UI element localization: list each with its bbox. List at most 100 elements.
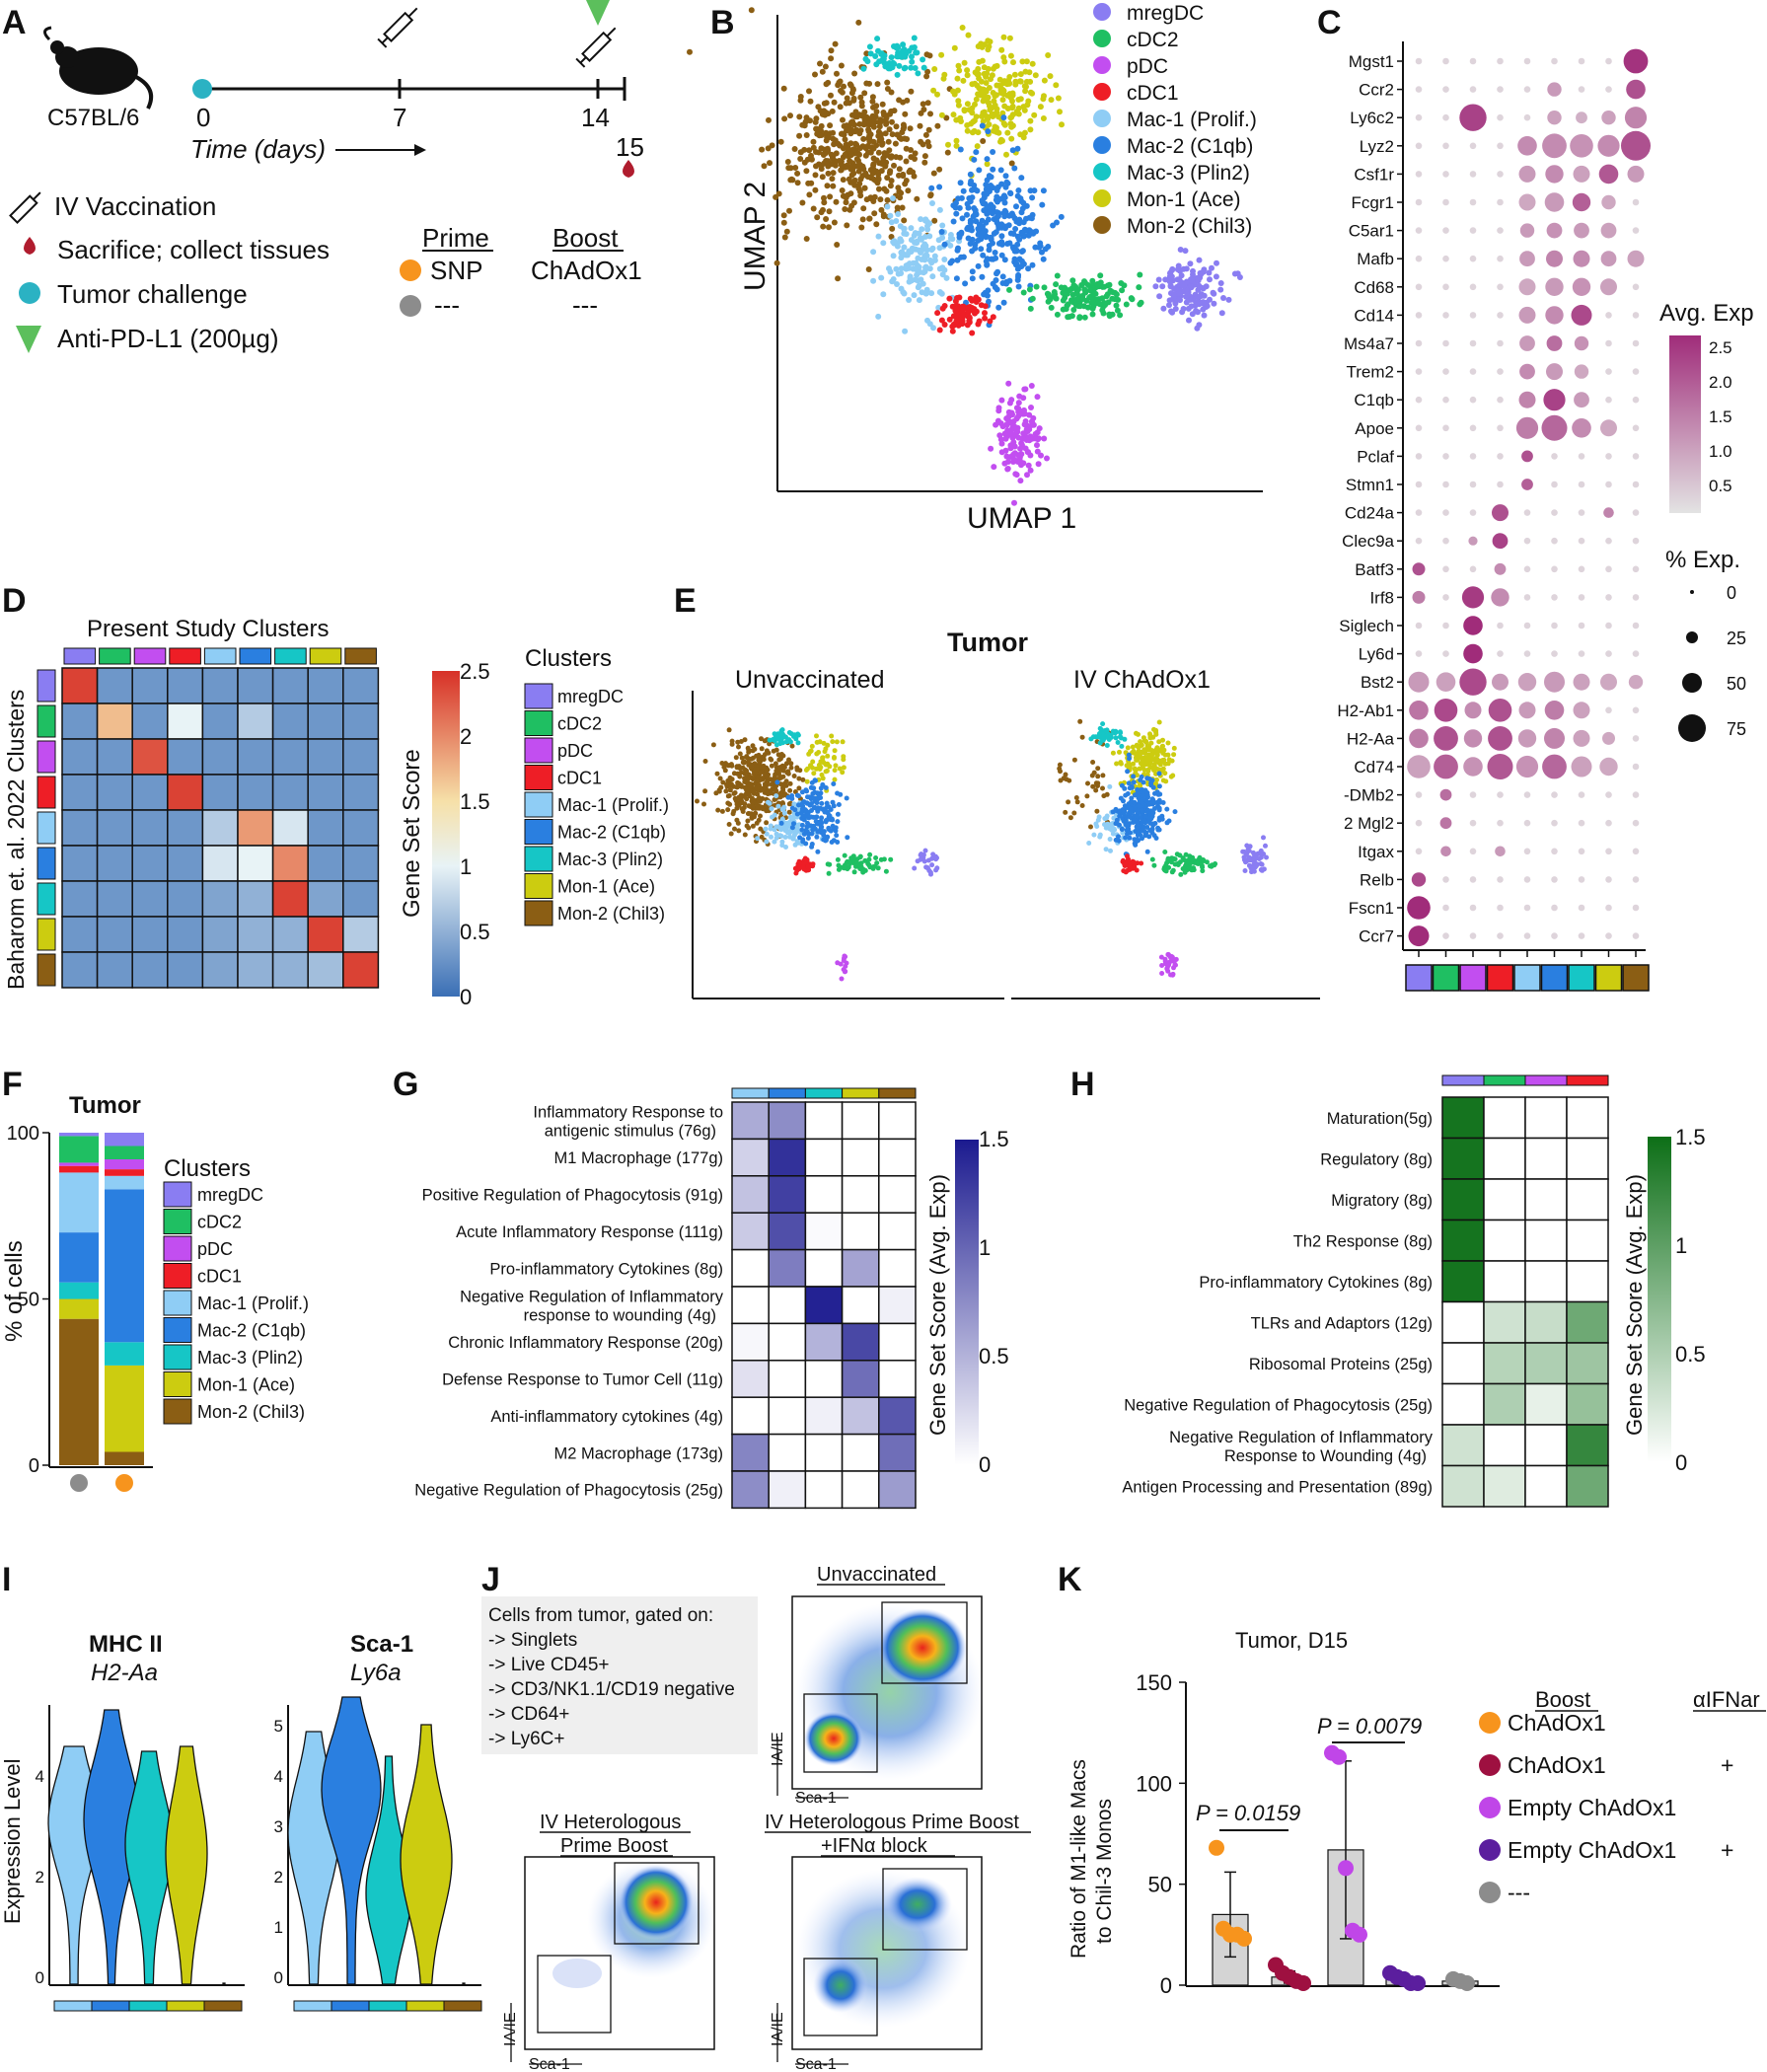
umap-point-cDC2 <box>1114 307 1121 314</box>
umap-point-mregDC <box>1188 303 1195 310</box>
umap-point-Mon2 <box>745 818 751 824</box>
umap-point-Mon2 <box>856 181 863 187</box>
umap-point-Mon1 <box>1023 58 1030 65</box>
expression-dot <box>1469 198 1477 206</box>
umap-point-Mon2 <box>917 122 923 129</box>
umap-point-pDC <box>1164 966 1170 972</box>
umap-point-Mon1 <box>985 94 992 101</box>
umap-point-Mac2 <box>960 187 967 194</box>
panel-label-c: C <box>1317 4 1342 41</box>
umap-point-Mac1 <box>902 328 909 334</box>
umap-point-cDC2 <box>1151 862 1157 868</box>
umap-point-Mac1 <box>936 206 943 213</box>
data-point <box>1352 1926 1367 1943</box>
expression-dot <box>1632 283 1640 291</box>
umap-point-Mon2 <box>768 777 773 782</box>
umap-point-Mac2 <box>974 187 981 194</box>
umap-point-Mon2 <box>884 196 891 203</box>
umap-point-pDC <box>1170 972 1176 978</box>
umap-point-Mon1 <box>829 733 835 739</box>
umap-point-Mac2 <box>1020 260 1027 267</box>
umap-point-Mon2 <box>888 234 895 240</box>
umap-point-Mon2 <box>812 118 819 125</box>
umap-point-Mon1 <box>825 753 831 759</box>
expression-dot <box>1574 335 1589 351</box>
violin <box>165 1745 208 1985</box>
panel-label-f: F <box>2 1066 23 1103</box>
umap-point-Mon2 <box>936 166 943 173</box>
umap-point-Mac2 <box>1136 831 1141 837</box>
heatmap-d-title: Present Study Clusters <box>87 616 329 642</box>
umap-point-mregDC <box>1207 276 1213 283</box>
umap-point-mregDC <box>1204 303 1211 310</box>
heatmap-cell <box>61 774 99 811</box>
umap-point-Mon2 <box>821 194 827 201</box>
umap-point-mregDC <box>929 855 935 861</box>
umap-point-Mon2 <box>1071 757 1077 763</box>
umap-point-cDC2 <box>1101 283 1108 290</box>
umap-point-Mon2 <box>1063 809 1068 815</box>
umap-point-pDC <box>1038 452 1044 459</box>
heatmap-cell <box>201 738 239 776</box>
umap-point-Mon2 <box>1085 780 1090 786</box>
umap-point-Mac1 <box>777 833 783 839</box>
umap-point-Mon2 <box>907 167 914 174</box>
expression-dot <box>1415 848 1423 855</box>
umap-point-Mac2 <box>1135 790 1141 796</box>
umap-point-Mon1 <box>1037 104 1044 111</box>
gating-text: Cells from tumor, gated on:-> Singlets->… <box>488 1605 848 2065</box>
expression-dot <box>1515 416 1539 439</box>
umap-point-Mon1 <box>953 142 960 149</box>
umap-point-Mac2 <box>995 222 1002 229</box>
expression-dot <box>1574 222 1589 239</box>
expression-dot <box>1442 932 1449 939</box>
umap-point-Mon1 <box>1048 97 1055 104</box>
umap-point-Mon1 <box>1160 737 1165 743</box>
legend-dot-pDC <box>1093 56 1111 74</box>
expression-dot <box>1415 537 1423 545</box>
umap-point-Mon2 <box>805 180 812 186</box>
umap-point-Mon1 <box>1026 69 1033 76</box>
heatmap-cell <box>804 1138 844 1177</box>
expression-dot <box>1572 277 1591 296</box>
umap-point-Mac2 <box>1156 771 1162 777</box>
umap-point-Mon2 <box>766 116 772 123</box>
umap-point-Mon1 <box>811 771 817 777</box>
umap-point-cDC2 <box>883 868 889 874</box>
umap-point-Mon1 <box>840 739 846 745</box>
umap-point-Mac2 <box>1141 825 1146 831</box>
umap-point-Mac1 <box>898 250 905 256</box>
cluster-strip <box>368 2000 407 2012</box>
umap-point-pDC <box>1025 462 1032 469</box>
umap-point-Mon1 <box>992 63 998 70</box>
umap-point-Mon1 <box>1032 72 1039 79</box>
heatmap-h-colorbar <box>1648 1137 1671 1462</box>
expression-dot <box>1573 165 1590 183</box>
umap-point-pDC <box>1024 472 1030 479</box>
umap-point-pDC <box>1026 411 1033 418</box>
panel-label-i: I <box>2 1561 11 1598</box>
umap-point-Mac2 <box>1138 777 1143 782</box>
row-swatch-Mon2 <box>37 953 56 987</box>
heatmap-d-ylabel: Baharom et. al. 2022 Clusters <box>3 690 29 990</box>
umap-point-Mac2 <box>1015 187 1022 193</box>
umap-point-cDC2 <box>1073 290 1080 297</box>
snp-dot <box>400 259 421 281</box>
umap-point-Mon2 <box>944 149 951 156</box>
legend-dot <box>1479 1839 1501 1861</box>
expression-dot <box>1551 57 1558 65</box>
umap-point-Mac2 <box>808 814 814 820</box>
umap-point-mregDC <box>1180 306 1187 312</box>
umap-point-mregDC <box>1187 296 1194 303</box>
umap-point-Mon2 <box>736 828 742 834</box>
heatmap-cell <box>271 880 309 918</box>
umap-point-Mon2 <box>828 55 835 62</box>
stacked-segment <box>105 1342 144 1366</box>
heatmap-cell <box>96 845 133 882</box>
umap-unvaccinated-title: Unvaccinated <box>735 666 884 694</box>
heatmap-cell <box>96 738 133 776</box>
avg-exp-tick: 2.5 <box>1709 338 1732 357</box>
umap-point-Mac2 <box>1006 240 1013 247</box>
gate-low <box>537 1955 612 2034</box>
row-label: Migratory (8g) <box>1331 1192 1433 1210</box>
